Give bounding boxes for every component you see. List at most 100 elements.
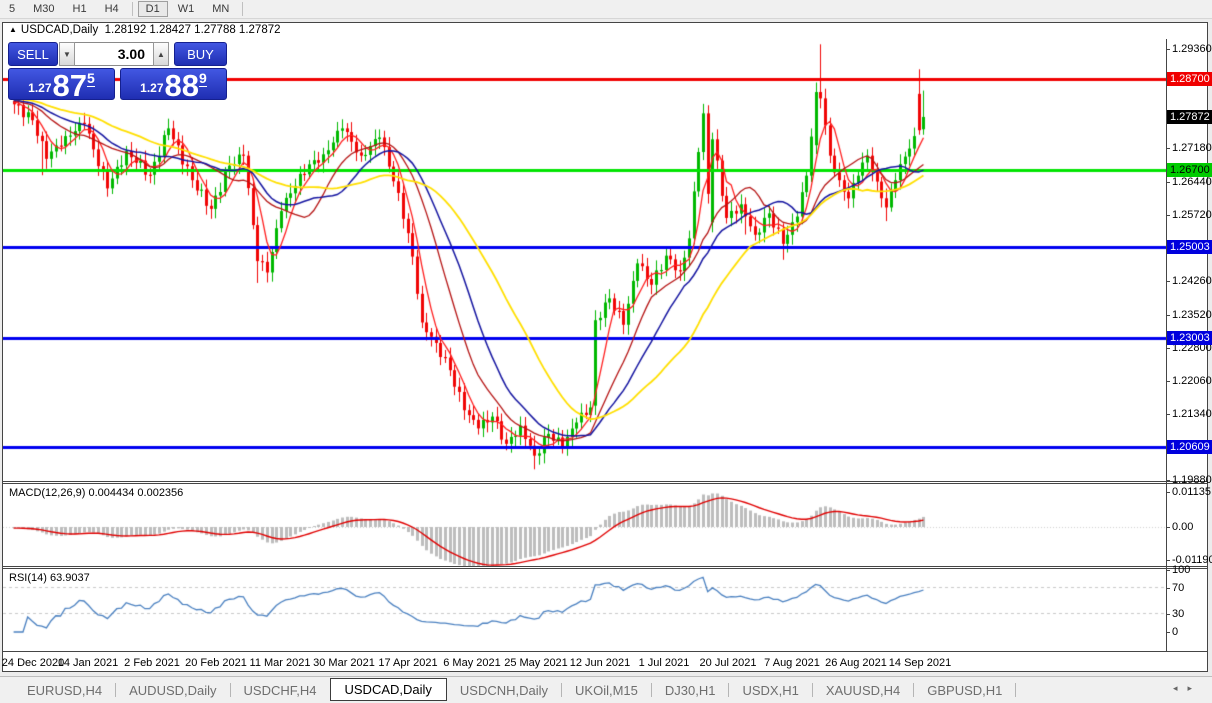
date-axis-label: 12 Jun 2021: [569, 657, 631, 669]
macd-indicator-canvas[interactable]: [3, 484, 1166, 566]
tab-separator: [913, 683, 915, 697]
rsi-indicator-canvas[interactable]: [3, 570, 1166, 650]
sell-price-prefix: 1.27: [28, 81, 52, 95]
volume-increase-button[interactable]: ▲: [153, 42, 169, 66]
price-level-badge: 1.25003: [1167, 240, 1212, 254]
rsi-dateaxis-separator: [3, 651, 1207, 652]
price-macd-splitter[interactable]: [3, 481, 1207, 482]
sell-button[interactable]: SELL: [8, 42, 58, 66]
symbol-tab-bar: EURUSD,H4 AUDUSD,Daily USDCHF,H4 USDCAD,Dai…: [0, 676, 1212, 703]
sell-price-pip-digit: 5: [87, 70, 95, 87]
tab-separator: [115, 683, 117, 697]
price-axis-label: 1.23520: [1166, 309, 1212, 321]
tab-usdchf-h4[interactable]: USDCHF,H4: [243, 682, 317, 698]
tab-scroll-right-icon[interactable]: ▸: [1187, 683, 1202, 693]
tab-dj30-h1[interactable]: DJ30,H1: [664, 682, 716, 698]
tab-audusd-daily[interactable]: AUDUSD,Daily: [129, 682, 217, 698]
date-axis-label: 6 May 2021: [443, 657, 501, 669]
date-axis-label: 1 Jul 2021: [638, 657, 690, 669]
rsi-label: RSI(14) 63.9037: [9, 572, 90, 584]
rsi-axis-label: 30: [1165, 608, 1185, 620]
one-click-panel-toggle-icon[interactable]: ▲: [9, 25, 17, 34]
tab-separator: [561, 683, 563, 697]
rsi-axis-label: 100: [1165, 564, 1191, 576]
timeframe-button-mn[interactable]: MN: [212, 3, 230, 15]
price-axis-label: 1.22060: [1166, 375, 1212, 387]
date-axis-label: 24 Dec 2020: [1, 657, 65, 669]
timeframe-button-w1[interactable]: W1: [177, 3, 195, 15]
tab-separator: [728, 683, 730, 697]
price-chart-canvas[interactable]: [3, 39, 1166, 482]
macd-axis-label: 0.00: [1165, 521, 1194, 533]
price-level-badge: 1.26700: [1167, 163, 1212, 177]
tab-usdcnh-daily[interactable]: USDCNH,Daily: [459, 682, 549, 698]
volume-decrease-button[interactable]: ▼: [59, 42, 75, 66]
toolbar-separator: [131, 2, 133, 16]
price-axis-label: 1.25720: [1166, 209, 1212, 221]
timeframe-button-h4[interactable]: H4: [104, 3, 119, 15]
tab-separator: [1015, 683, 1017, 697]
tab-scroll-left-icon[interactable]: ◂: [1172, 683, 1188, 693]
price-axis-label: 1.21340: [1166, 408, 1212, 420]
price-axis-label: 1.27180: [1166, 142, 1212, 154]
price-axis-label: 1.22800: [1166, 342, 1212, 354]
date-axis-label: 26 Aug 2021: [825, 657, 887, 669]
timeframe-button-m30[interactable]: M30: [33, 3, 55, 15]
buy-price-box[interactable]: 1.27 88 9: [120, 68, 227, 103]
date-axis-label: 7 Aug 2021: [764, 657, 820, 669]
tab-separator: [229, 683, 231, 697]
chart-ohlc-values: 1.28192 1.28427 1.27788 1.27872: [104, 24, 281, 36]
date-axis-label: 20 Feb 2021: [185, 657, 247, 669]
sell-price-box[interactable]: 1.27 87 5: [8, 68, 115, 103]
price-level-badge: 1.28700: [1167, 72, 1212, 86]
buy-price-prefix: 1.27: [140, 81, 164, 95]
date-axis-label: 2 Feb 2021: [124, 657, 180, 669]
timeframe-button-h1[interactable]: H1: [72, 3, 87, 15]
rsi-axis-label: 70: [1165, 582, 1185, 594]
timeframe-toolbar: 5 M30 H1 H4 D1 W1 MN: [0, 0, 1212, 19]
tab-ukoil-m15[interactable]: UKOil,M15: [575, 682, 638, 698]
price-axis-label: 1.19880: [1166, 474, 1212, 486]
sell-price-big-digits: 87: [52, 68, 88, 103]
chart-title: ▲ USDCAD,Daily 1.28192 1.28427 1.27788 1.…: [9, 24, 281, 36]
date-axis-label: 11 Mar 2021: [249, 657, 311, 669]
price-axis-label: 1.26440: [1166, 176, 1212, 188]
date-axis-label: 14 Sep 2021: [888, 657, 952, 669]
buy-button[interactable]: BUY: [174, 42, 227, 66]
tab-scrollers: ◂▸: [1173, 683, 1202, 694]
date-axis-label: 20 Jul 2021: [699, 657, 757, 669]
volume-input[interactable]: [75, 42, 153, 66]
macd-rsi-splitter[interactable]: [3, 566, 1207, 567]
macd-label: MACD(12,26,9) 0.004434 0.002356: [9, 487, 184, 499]
date-axis-label: 14 Jan 2021: [57, 657, 119, 669]
one-click-trade-panel: SELL ▼ ▲ BUY 1.27 87 5 1.27 88 9: [8, 42, 227, 103]
price-level-badge: 1.23003: [1167, 331, 1212, 345]
timeframe-button-d1[interactable]: D1: [137, 1, 168, 17]
date-axis-label: 25 May 2021: [504, 657, 568, 669]
rsi-axis-label: 0: [1165, 626, 1179, 638]
tab-separator: [811, 683, 813, 697]
buy-price-pip-digit: 9: [199, 70, 207, 87]
tab-separator: [650, 683, 652, 697]
buy-price-big-digits: 88: [164, 68, 200, 103]
tab-usdcad-daily[interactable]: USDCAD,Daily: [329, 677, 447, 701]
macd-axis-label: 0.01135: [1166, 486, 1211, 498]
toolbar-separator: [242, 2, 244, 16]
price-axis-label: 1.29360: [1166, 43, 1212, 55]
tab-xauusd-h4[interactable]: XAUUSD,H4: [825, 682, 901, 698]
price-macd-splitter-line2: [3, 483, 1207, 484]
date-axis-label: 17 Apr 2021: [378, 657, 438, 669]
price-level-badge: 1.20609: [1167, 440, 1212, 454]
tab-usdx-h1[interactable]: USDX,H1: [742, 682, 799, 698]
price-level-badge: 1.27872: [1167, 110, 1212, 124]
tab-gbpusd-h1[interactable]: GBPUSD,H1: [927, 682, 1003, 698]
macd-rsi-splitter-line2: [3, 568, 1207, 569]
chart-symbol-period: USDCAD,Daily: [20, 24, 99, 36]
timeframe-button-5[interactable]: 5: [9, 3, 16, 15]
tab-eurusd-h4[interactable]: EURUSD,H4: [27, 682, 103, 698]
price-axis-line: [1166, 39, 1167, 651]
macd-axis-label: -0.011904: [1166, 554, 1212, 566]
price-axis-label: 1.24260: [1166, 275, 1212, 287]
date-axis-label: 30 Mar 2021: [313, 657, 375, 669]
